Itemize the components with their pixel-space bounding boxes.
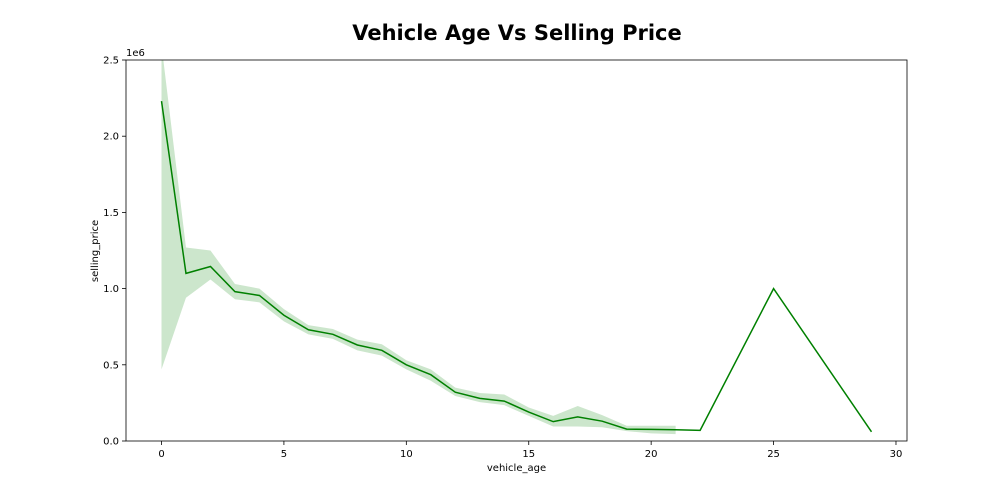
y-tick-label: 0.5 [103,360,119,371]
y-axis-label: selling_price [90,220,101,282]
x-tick-label: 5 [281,449,287,460]
y-tick-label: 0.0 [103,437,119,448]
y-tick-label: 2.0 [103,132,119,143]
x-axis-label: vehicle_age [487,463,546,474]
x-tick-label: 10 [400,449,413,460]
x-tick-label: 20 [645,449,658,460]
series-line [160,101,873,433]
plot-frame [125,59,908,442]
x-tick-label: 15 [522,449,535,460]
x-tick-label: 30 [890,449,903,460]
y-offset-label: 1e6 [126,48,145,59]
chart-title: Vehicle Age Vs Selling Price [352,21,682,45]
y-tick-label: 1.0 [103,284,119,295]
confidence-band [161,60,676,435]
x-tick-label: 0 [158,449,164,460]
x-axis: 0 5 10 15 20 25 30 [158,441,902,460]
y-axis: 0.0 0.5 1.0 1.5 2.0 2.5 [103,56,126,448]
y-tick-label: 2.5 [103,56,119,67]
x-tick-label: 25 [767,449,780,460]
plot-area [125,59,908,442]
y-tick-label: 1.5 [103,208,119,219]
